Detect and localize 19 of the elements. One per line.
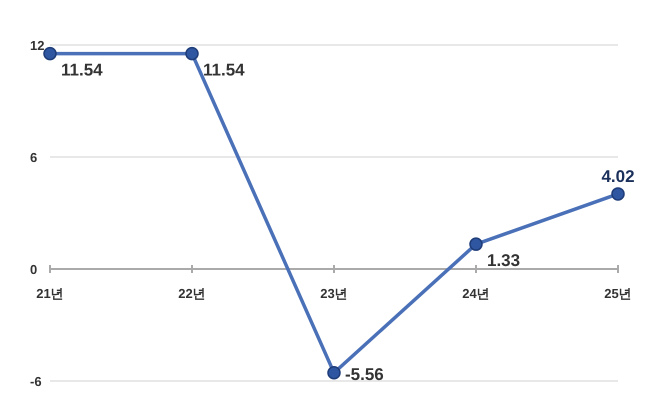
- data-label: 11.54: [61, 60, 104, 80]
- point: [611, 187, 625, 201]
- point: [469, 237, 483, 251]
- y-tick-label: -6: [30, 374, 42, 389]
- point: [43, 46, 57, 60]
- y-tick-label: 6: [30, 150, 38, 165]
- x-tick-label: 25년: [604, 286, 632, 301]
- point: [327, 366, 341, 380]
- y-tick-label: 0: [30, 262, 38, 277]
- data-label: 4.02: [601, 166, 635, 186]
- x-tick-label: 21년: [36, 286, 64, 301]
- data-label: 1.33: [487, 251, 520, 270]
- point: [185, 46, 199, 60]
- data-label: 11.54: [203, 60, 246, 80]
- x-tick-label: 23년: [320, 286, 348, 301]
- data-label: -5.56: [345, 364, 384, 384]
- y-tick-label: 12: [30, 38, 44, 53]
- x-tick-label: 22년: [178, 286, 206, 301]
- x-tick-label: 24년: [462, 286, 490, 301]
